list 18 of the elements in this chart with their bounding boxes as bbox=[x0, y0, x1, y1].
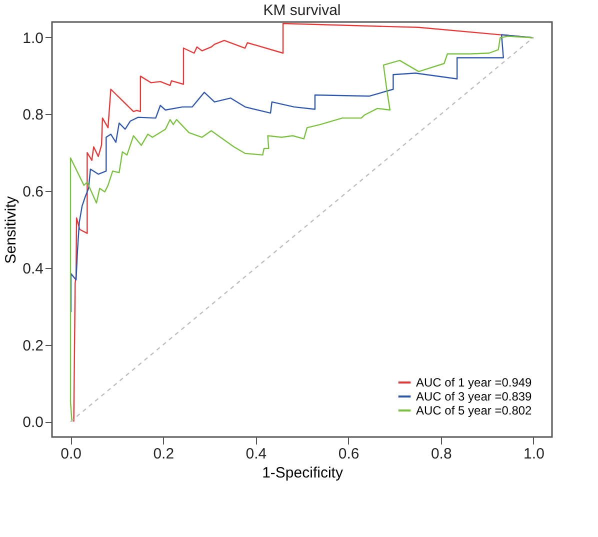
x-tick-label: 0.2 bbox=[153, 446, 174, 462]
y-tick-label: 0.2 bbox=[22, 337, 44, 354]
x-tick-label: 0.0 bbox=[60, 446, 82, 462]
y-tick-label: 0.4 bbox=[22, 260, 44, 278]
x-tick-label: 1.0 bbox=[524, 446, 544, 462]
x-axis-title: 1-Specificity bbox=[262, 464, 344, 482]
y-tick-label: 0.8 bbox=[22, 106, 44, 124]
x-tick-label: 0.4 bbox=[246, 446, 267, 462]
y-tick-label: 1.0 bbox=[22, 30, 44, 47]
y-tick-label: 0.0 bbox=[22, 414, 44, 432]
y-tick-label: 0.6 bbox=[22, 184, 44, 201]
legend-label: AUC of 3 year =0.839 bbox=[416, 390, 532, 404]
y-axis-title: Sensitivity bbox=[2, 196, 20, 264]
legend-label: AUC of 1 year =0.949 bbox=[416, 376, 532, 390]
x-tick-label: 0.6 bbox=[338, 446, 360, 462]
x-tick-label: 0.8 bbox=[430, 446, 452, 462]
chart-title: KM survival bbox=[263, 2, 341, 19]
legend-label: AUC of 5 year =0.802 bbox=[416, 404, 532, 418]
